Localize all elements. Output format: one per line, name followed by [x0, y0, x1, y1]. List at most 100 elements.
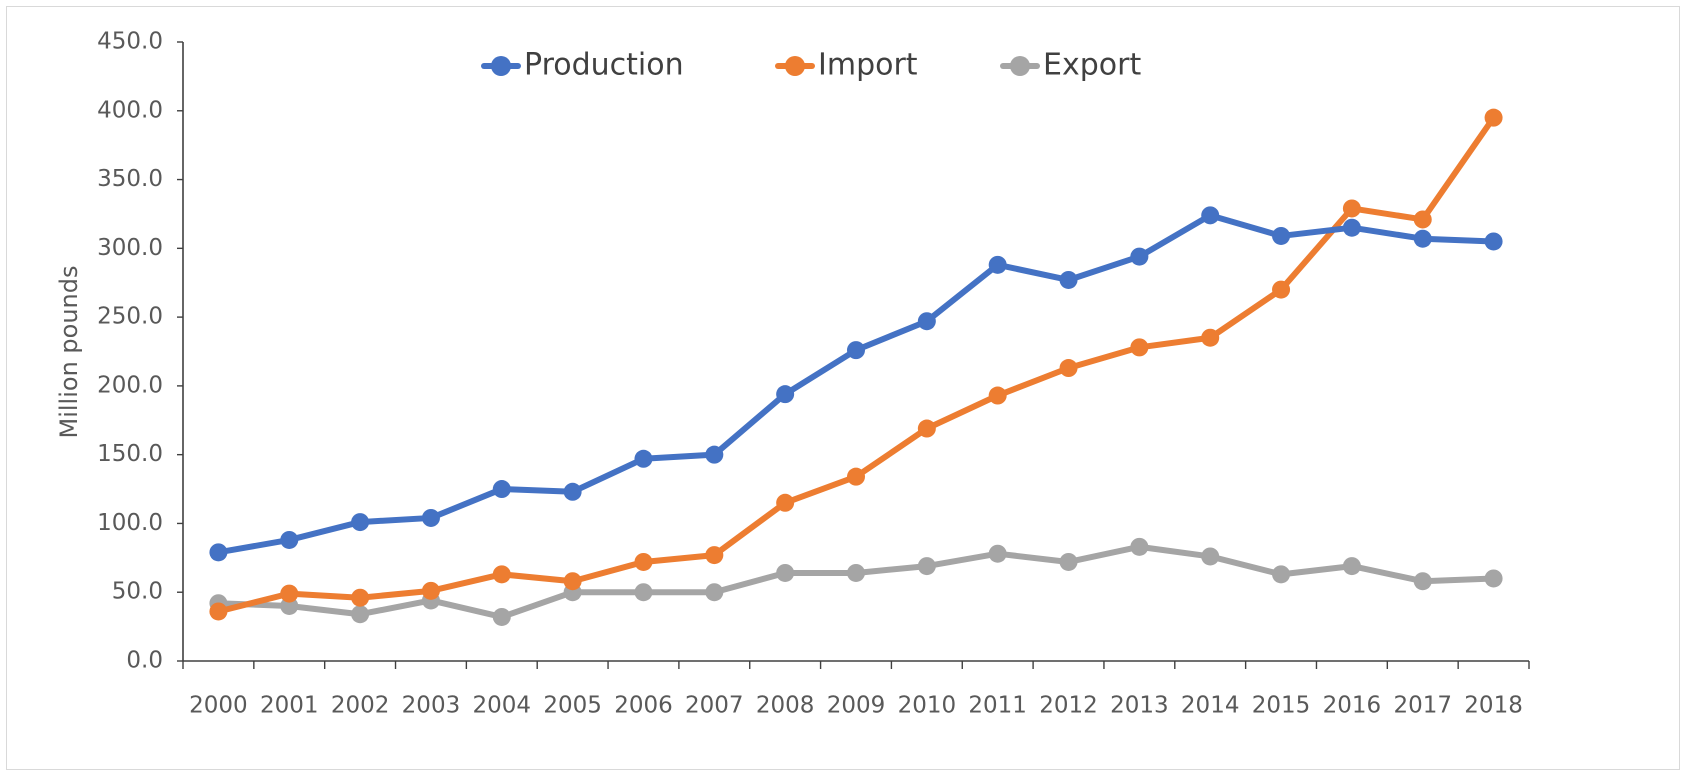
x-tick-label: 2004: [473, 693, 532, 719]
data-point-production: [988, 255, 1007, 274]
x-tick-label: 2002: [331, 693, 390, 719]
x-tick-label: 2001: [260, 693, 319, 719]
data-point-import: [1342, 199, 1361, 218]
x-tick-label: 2003: [402, 693, 461, 719]
data-point-export: [988, 544, 1007, 563]
data-point-import: [421, 581, 440, 600]
x-tick-label: 2010: [898, 693, 957, 719]
x-tick-label: 2016: [1323, 693, 1382, 719]
legend-item-import: Import: [775, 48, 918, 83]
data-point-export: [1201, 547, 1220, 566]
legend-marker-export: [1010, 56, 1030, 76]
y-tick-label: 350.0: [97, 166, 163, 192]
legend-label-production: Production: [524, 48, 684, 83]
data-point-production: [1201, 206, 1220, 225]
x-tick-label: 2017: [1393, 693, 1452, 719]
x-tick-label: 2018: [1464, 693, 1523, 719]
data-point-production: [1272, 226, 1291, 245]
data-point-import: [776, 493, 795, 512]
data-point-import: [1272, 280, 1291, 299]
data-point-import: [563, 572, 582, 591]
data-point-export: [847, 563, 865, 582]
x-tick-label: 2013: [1110, 693, 1169, 719]
data-point-production: [351, 513, 370, 532]
x-tick-label: 2000: [189, 693, 248, 719]
y-tick-label: 50.0: [112, 579, 163, 605]
legend-item-export: Export: [1000, 48, 1141, 83]
data-point-import: [705, 546, 724, 565]
data-point-production: [705, 445, 724, 464]
data-point-export: [1130, 537, 1149, 556]
data-point-import: [634, 552, 653, 571]
chart-frame: [6, 6, 1680, 770]
data-point-import: [847, 467, 865, 486]
data-point-export: [1272, 565, 1291, 584]
series-export: [209, 537, 1503, 626]
y-tick-label: 400.0: [97, 97, 163, 123]
data-point-production: [1413, 229, 1432, 248]
legend-marker-import: [785, 56, 805, 76]
series-line-import: [215, 114, 1497, 615]
series-layer: [209, 108, 1503, 626]
axes: 0.0 50.0 100.0 150.0 200.0 250.0 300.0 350.0 400…: [97, 29, 1530, 719]
data-point-import: [1484, 108, 1503, 127]
data-point-import: [492, 565, 511, 584]
y-tick-label: 0.0: [126, 648, 163, 674]
data-point-import: [1201, 328, 1220, 347]
y-tick-label: 200.0: [97, 372, 163, 398]
series-import: [209, 108, 1503, 621]
x-tick-label: 2014: [1181, 693, 1240, 719]
data-point-import: [1130, 338, 1149, 357]
data-point-production: [917, 312, 936, 331]
y-axis-title: Million pounds: [55, 266, 83, 439]
legend: Production Import Export: [481, 48, 1141, 83]
data-point-export: [351, 605, 370, 624]
data-point-production: [776, 385, 795, 404]
x-tick-label: 2007: [685, 693, 744, 719]
x-tick-label: 2006: [614, 693, 673, 719]
y-tick-label: 100.0: [97, 510, 163, 536]
data-point-production: [280, 530, 299, 549]
data-point-import: [988, 386, 1007, 405]
data-point-production: [634, 449, 653, 468]
x-tick-label: 2011: [968, 693, 1027, 719]
y-tick-label: 300.0: [97, 235, 163, 261]
data-point-import: [1413, 210, 1432, 229]
legend-label-import: Import: [818, 48, 918, 83]
legend-item-production: Production: [481, 48, 684, 83]
data-point-import: [280, 584, 299, 603]
x-tick-label: 2012: [1039, 693, 1098, 719]
data-point-import: [1059, 359, 1078, 378]
data-point-import: [917, 419, 936, 438]
x-tick-label: 2015: [1252, 693, 1311, 719]
data-point-export: [1342, 557, 1361, 576]
data-point-production: [1342, 218, 1361, 237]
data-point-production: [1484, 232, 1503, 251]
x-tick-label: 2009: [827, 693, 886, 719]
data-point-export: [1413, 572, 1432, 591]
data-point-export: [634, 583, 653, 602]
data-point-export: [280, 596, 299, 615]
data-point-export: [1484, 569, 1503, 588]
data-point-export: [705, 583, 724, 602]
legend-marker-production: [491, 56, 511, 76]
legend-label-export: Export: [1043, 48, 1141, 83]
data-point-production: [847, 341, 865, 360]
data-point-production: [563, 482, 582, 501]
x-tick-label: 2005: [543, 693, 602, 719]
series-production: [209, 206, 1503, 562]
data-point-import: [209, 602, 228, 621]
data-point-export: [917, 557, 936, 576]
data-point-production: [1059, 270, 1078, 289]
x-tick-label: 2008: [756, 693, 815, 719]
data-point-export: [776, 563, 795, 582]
data-point-production: [1130, 247, 1149, 266]
data-point-production: [421, 508, 440, 527]
data-point-production: [492, 480, 511, 499]
y-tick-label: 150.0: [97, 441, 163, 467]
data-point-export: [492, 607, 511, 626]
y-tick-label: 450.0: [97, 29, 163, 55]
data-point-production: [209, 543, 228, 562]
y-tick-label: 250.0: [97, 304, 163, 330]
